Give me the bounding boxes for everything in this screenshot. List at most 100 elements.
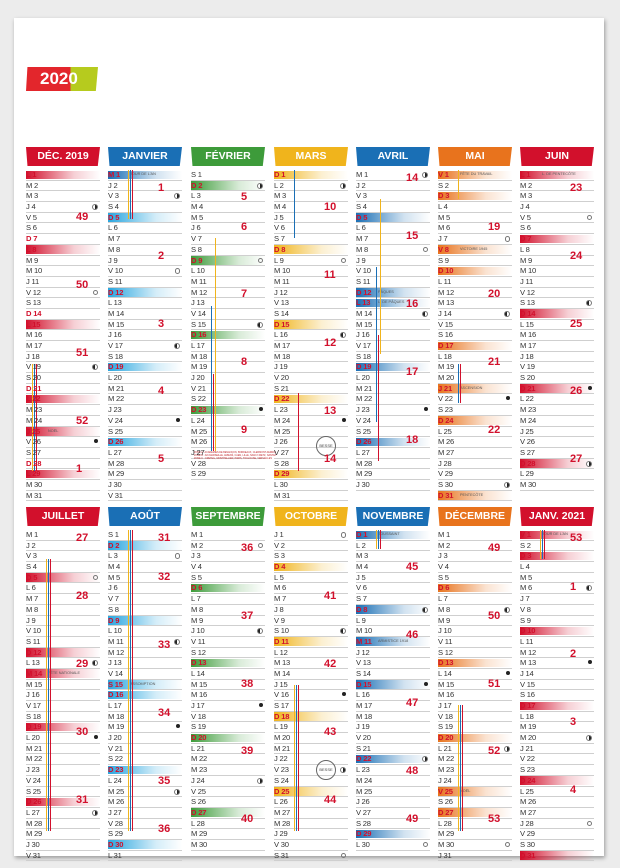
day-row: L 13 L. DE PÂQUES [356,298,430,309]
day-label: J 21 [438,383,452,393]
holiday-band [356,637,430,646]
day-row: M 20 [438,373,512,384]
holiday-band [26,427,100,436]
holiday-band [438,808,512,817]
day-row: D 16 [191,330,265,341]
day-label: V 22 [438,394,453,404]
day-row: V 10 [26,626,100,637]
day-row: L 1 L. DE PENTECÔTE [520,170,594,181]
day-row: M 29 [356,469,430,480]
day-row: D 17 [438,341,512,352]
school-holiday-line [128,170,130,219]
holiday-band [356,680,430,689]
day-row: V 30 [274,840,348,851]
day-row: M 5 [438,213,512,224]
day-label: V 29 [438,469,453,479]
day-row: D 14 [520,309,594,320]
day-label: L 31 [108,850,122,860]
holiday-band [356,437,430,447]
day-row: D 18 [274,712,348,723]
week-number: 49 [76,210,89,223]
day-row: L 28 [438,819,512,830]
month-header: JUILLET [26,507,100,526]
day-label: J 16 [356,330,370,340]
day-label: J 30 [356,479,370,489]
day-row: J 20 [191,373,265,384]
moon-phase-icon [94,439,98,444]
day-label: D 1 [356,530,368,539]
day-label: S 14 [356,668,371,678]
holiday-note: L. DE PÂQUES [378,300,405,305]
day-label: D 19 [356,362,372,372]
day-row: S 15 ASSOMPTION [108,680,182,691]
day-label: M 18 [356,711,373,721]
day-row: M 21 [108,384,182,395]
day-row: M 14 [356,309,430,320]
day-label: V 10 [108,266,123,276]
day-label: J 4 [520,202,530,212]
day-row: L 23 [356,765,430,776]
legend-line: ZONE C : CRÉTEIL, MONTPELLIER, PARIS, TO… [194,457,272,461]
day-row: M 22 [108,394,182,406]
school-zones-legend: ZONE A : ACADÉMIES DE BESANÇON, BORDEAUX… [194,451,276,460]
day-label: J 10 [438,626,452,636]
day-row: M 26 [520,797,594,808]
day-row: V 3 [356,191,430,203]
day-row: S 13 [26,298,100,309]
holiday-band [356,829,430,839]
day-label: D 10 [438,266,454,276]
day-row: M 16 [26,330,100,341]
week-number: 2 [570,648,577,661]
holiday-band [26,722,100,732]
day-row: J 4 [520,202,594,213]
day-label: D 24 [438,415,454,425]
day-row: S 30 [438,480,512,491]
day-row: J 18 [520,352,594,363]
day-label: L 18 [520,711,534,721]
day-label: S 12 [191,647,206,657]
day-label: S 25 [356,426,371,436]
holiday-note: NOËL [48,428,59,433]
school-holiday-line [542,530,544,560]
day-label: M 19 [191,362,208,372]
day-row: S 16 [438,330,512,341]
day-label: V 12 [520,287,535,297]
day-label: V 22 [520,754,535,764]
day-label: D 14 [520,308,536,318]
day-label: M 10 [274,266,291,276]
day-row: M 11 [191,277,265,288]
day-label: M 16 [520,330,537,340]
day-row: M 6 [274,583,348,595]
day-label: J 20 [191,373,205,383]
holiday-band [26,469,100,479]
day-row: S 26 [438,797,512,808]
week-number: 3 [570,716,577,729]
day-row: J 26 [356,797,430,808]
day-label: S 5 [438,572,449,582]
day-row: J 24 [191,776,265,787]
school-holiday-line [128,530,130,831]
day-row: L 3 [191,191,265,203]
day-label: M 26 [191,437,208,447]
day-label: L 4 [438,202,448,212]
day-row: S 7 [274,234,348,245]
day-row: M 10 [26,266,100,277]
day-row: V 19 [520,362,594,374]
day-label: V 27 [356,807,371,817]
moon-phase-icon [174,268,180,274]
day-label: V 4 [191,562,202,572]
day-row: M 7 [26,594,100,605]
day-label: D 22 [274,394,290,404]
day-row: V 17 [108,341,182,352]
day-row: J 31 [438,851,512,862]
day-label: D 27 [191,807,207,817]
day-row: M 18 [191,352,265,363]
day-row: M 23 [438,765,512,776]
day-row: L 6 [356,223,430,235]
school-holiday-line [213,373,215,452]
day-label: J 25 [26,426,40,436]
week-number: 45 [406,561,419,574]
day-label: V 6 [274,223,285,233]
day-label: D 12 [356,287,372,297]
